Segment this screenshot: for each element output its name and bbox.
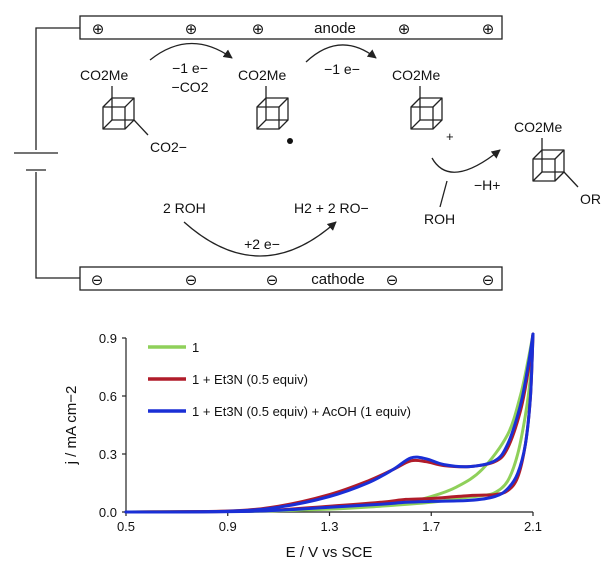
plus-sign-3: ⊕ (252, 21, 265, 38)
nucleophile-arrow (431, 149, 501, 173)
reduction-arrow (183, 221, 337, 257)
minus-sign-4: ⊖ (386, 272, 399, 289)
cathode-electrode (79, 266, 503, 291)
cathode-electrons: +2 e− (244, 236, 280, 252)
axis-ticks: 0.5 0.9 1.3 1.7 2.1 0.0 0.3 0.6 0.9 (99, 331, 542, 534)
plus-sign-5: ⊕ (482, 21, 495, 38)
legend-label-3: 1 + Et3N (0.5 equiv) + AcOH (1 equiv) (192, 404, 411, 419)
chart-axes (125, 338, 533, 513)
anode-label: anode (314, 20, 356, 37)
step3-reagent: ROH (424, 211, 455, 227)
y-tick-label: 0.3 (99, 447, 117, 462)
y-tick-label: 0.9 (99, 331, 117, 346)
legend-label-1: 1 (192, 340, 199, 355)
product-bottom-label: OR (580, 191, 601, 207)
circuit-wire (14, 27, 80, 279)
cation-cubane: CO2Me + (392, 67, 454, 144)
reaction-scheme: anode ⊕ ⊕ ⊕ ⊕ ⊕ cathode ⊖ ⊖ ⊖ ⊖ ⊖ CO2Me … (14, 15, 601, 291)
oxidation-arrow-1 (149, 42, 233, 61)
product-cubane: CO2Me OR (514, 119, 601, 207)
substrate-top-label: CO2Me (80, 67, 128, 83)
product-top-label: CO2Me (514, 119, 562, 135)
oxidation-arrow-2 (305, 44, 377, 63)
plus-sign-4: ⊕ (398, 21, 411, 38)
cathode-reactant: 2 ROH (163, 200, 206, 216)
minus-sign-3: ⊖ (266, 272, 279, 289)
y-tick-label: 0.6 (99, 389, 117, 404)
plus-sign-2: ⊕ (185, 21, 198, 38)
step1-co2-label: −CO2 (172, 79, 209, 95)
radical-top-label: CO2Me (238, 67, 286, 83)
chart-legend: 1 1 + Et3N (0.5 equiv) 1 + Et3N (0.5 equiv… (148, 340, 411, 419)
legend-label-2: 1 + Et3N (0.5 equiv) (192, 372, 308, 387)
step1-electron-label: −1 e− (172, 60, 208, 76)
y-axis-label: j / mA cm−2 (63, 386, 80, 466)
cation-charge: + (446, 129, 454, 144)
series-line-3-reverse (124, 332, 535, 514)
x-tick-label: 1.7 (422, 519, 440, 534)
cation-top-label: CO2Me (392, 67, 440, 83)
x-tick-label: 0.5 (117, 519, 135, 534)
series-line-2-reverse (124, 332, 535, 514)
minus-sign-1: ⊖ (91, 272, 104, 289)
y-tick-label: 0.0 (99, 505, 117, 520)
cathode-products: H2 + 2 RO− (294, 200, 369, 216)
substrate-cubane: CO2Me CO2− (80, 67, 187, 155)
x-axis-label: E / V vs SCE (286, 544, 373, 561)
step3-proton-loss: −H+ (474, 177, 500, 193)
radical-dot (287, 138, 293, 144)
cv-chart: 0.5 0.9 1.3 1.7 2.1 0.0 0.3 0.6 0.9 1 1 + Et3N (0… (63, 331, 542, 561)
x-tick-label: 0.9 (219, 519, 237, 534)
series-line-1-forward (124, 332, 535, 514)
substrate-bottom-label: CO2− (150, 139, 187, 155)
radical-cubane: CO2Me (238, 67, 293, 144)
step2-electron-label: −1 e− (324, 61, 360, 77)
chart-series (124, 332, 535, 514)
x-tick-label: 2.1 (524, 519, 542, 534)
minus-sign-5: ⊖ (482, 272, 495, 289)
series-line-1-reverse (124, 332, 535, 514)
x-tick-label: 1.3 (320, 519, 338, 534)
plus-sign-1: ⊕ (92, 21, 105, 38)
anode-electrode (79, 15, 503, 40)
series-line-2-forward (124, 332, 535, 514)
minus-sign-2: ⊖ (185, 272, 198, 289)
series-line-3-forward (124, 332, 535, 514)
cathode-label: cathode (311, 271, 364, 288)
